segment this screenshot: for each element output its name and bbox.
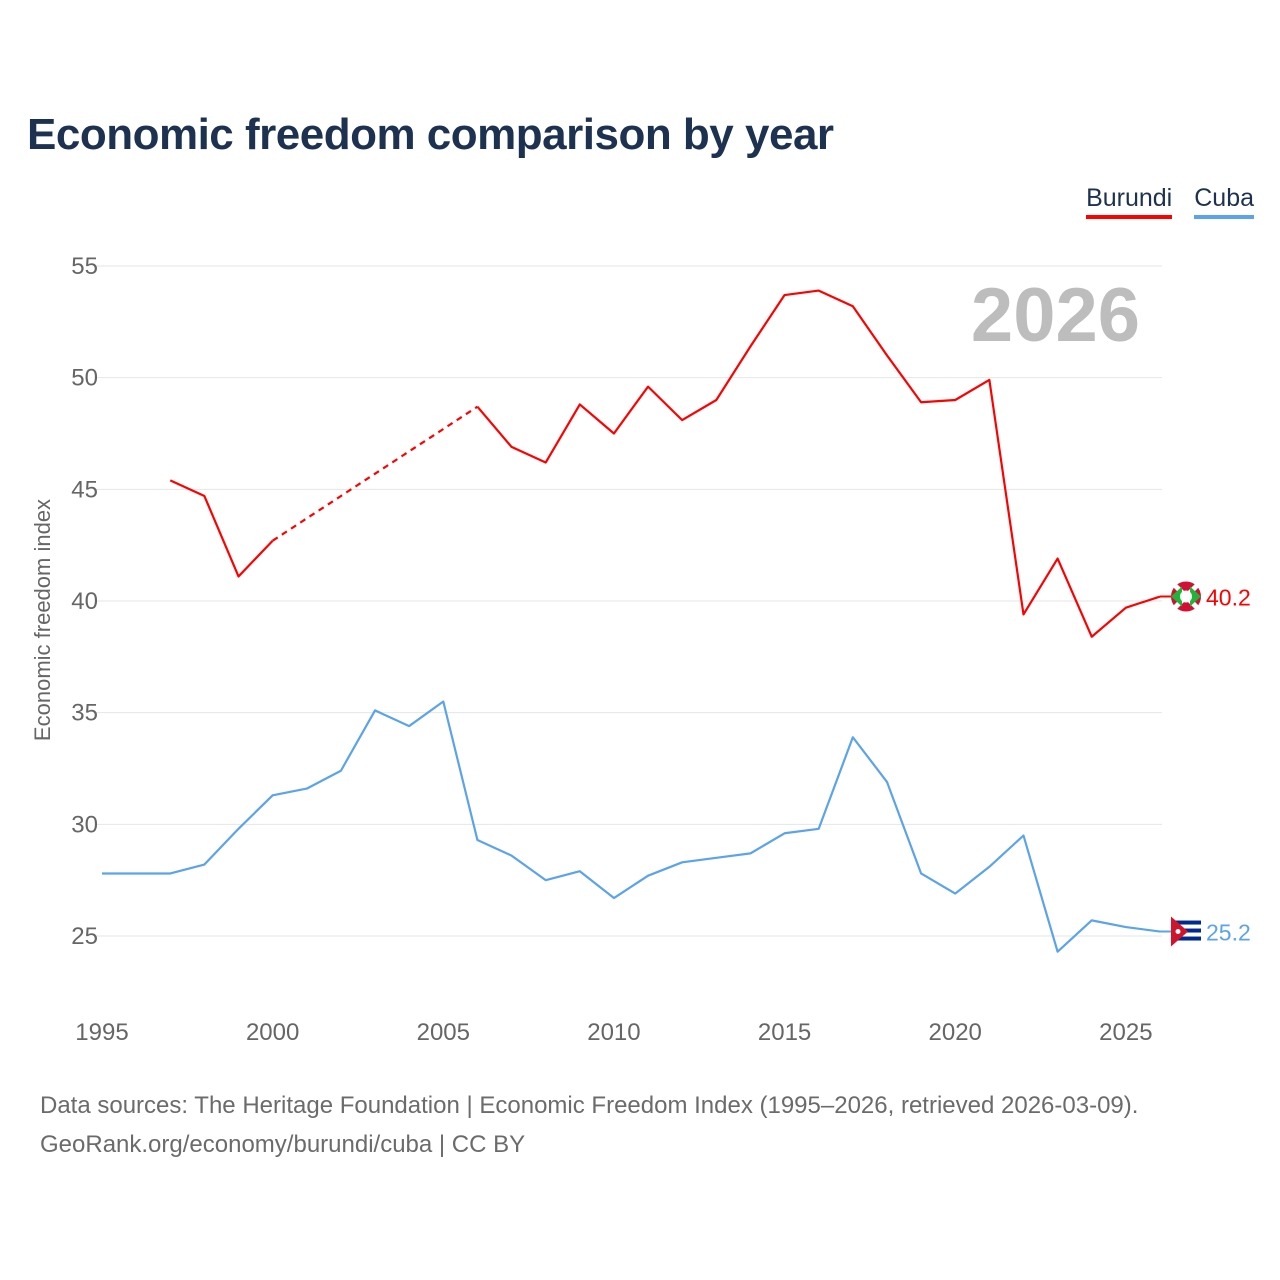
series-line-cuba: [102, 700, 1161, 953]
legend-cuba[interactable]: Cuba: [1194, 184, 1254, 219]
x-tick-label: 2000: [246, 1019, 299, 1046]
y-tick-label: 40: [71, 588, 98, 615]
y-tick-label: 50: [71, 365, 98, 392]
x-tick-label: 1995: [75, 1019, 128, 1046]
flag-disc: [1180, 590, 1192, 603]
y-tick-label: 30: [71, 811, 98, 838]
x-tick-label: 2005: [417, 1019, 470, 1046]
x-tick-label: 2010: [587, 1019, 640, 1046]
legend-burundi[interactable]: Burundi: [1086, 184, 1173, 219]
y-tick-label: 25: [71, 923, 98, 950]
year-watermark: 2026: [971, 273, 1140, 358]
footer: Data sources: The Heritage Foundation | …: [40, 1086, 1138, 1164]
y-tick-label: 55: [71, 253, 98, 280]
series-line-burundi: [169, 479, 274, 578]
x-tick-label: 2020: [929, 1019, 982, 1046]
x-tick-label: 2015: [758, 1019, 811, 1046]
chart-title: Economic freedom comparison by year: [27, 110, 834, 159]
source-link[interactable]: GeoRank.org/economy/burundi/cuba | CC BY: [40, 1131, 526, 1158]
end-value-label-cuba: 25.2: [1206, 920, 1251, 946]
flag-green: [1171, 586, 1201, 607]
y-tick-label: 45: [71, 476, 98, 503]
series-gap-burundi: [272, 405, 479, 542]
series-line-burundi: [476, 289, 1161, 638]
y-axis-label: Economic freedom index: [30, 499, 55, 741]
flag-star: [1175, 929, 1181, 935]
y-tick-label: 35: [71, 700, 98, 727]
end-value-label-burundi: 40.2: [1206, 585, 1251, 611]
flag-stripe: [1171, 936, 1201, 941]
x-tick-label: 2025: [1099, 1019, 1152, 1046]
flag-stripe: [1171, 920, 1201, 925]
data-sources: Data sources: The Heritage Foundation | …: [40, 1092, 1139, 1119]
legend: Burundi Cuba: [1086, 184, 1254, 219]
